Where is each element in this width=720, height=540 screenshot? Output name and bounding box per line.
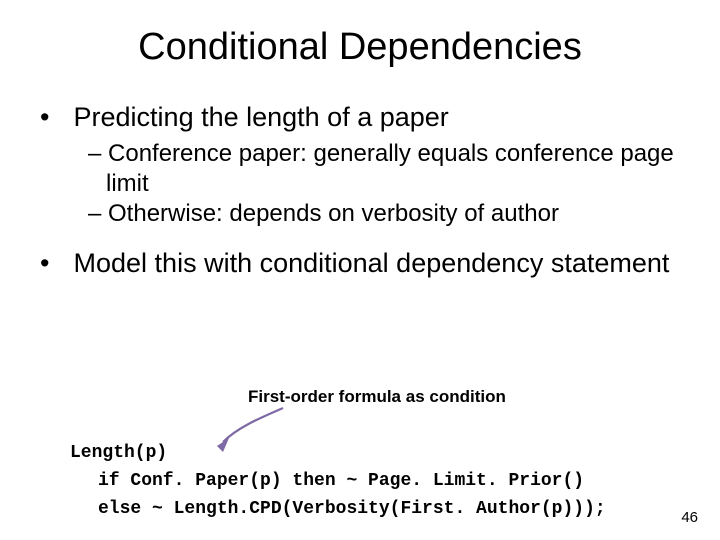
page-number: 46 — [681, 509, 698, 526]
slide: Conditional Dependencies Predicting the … — [0, 0, 720, 540]
bullet-2: Model this with conditional dependency s… — [40, 247, 680, 279]
bullet-1-sublist: Conference paper: generally equals confe… — [40, 139, 680, 229]
bullet-2-text: Model this with conditional dependency s… — [74, 248, 670, 278]
bullet-1-sub-1: Conference paper: generally equals confe… — [88, 139, 680, 199]
annotation-label-wrap: First-order formula as condition — [248, 387, 506, 407]
bullet-1-sub-2: Otherwise: depends on verbosity of autho… — [88, 199, 680, 229]
code-line-1: Length(p) — [70, 443, 167, 463]
bullet-1: Predicting the length of a paper Confere… — [40, 101, 680, 229]
code-line-3: else ~ Length.CPD(Verbosity(First. Autho… — [70, 499, 606, 519]
bullet-list: Predicting the length of a paper Confere… — [40, 101, 680, 280]
annotation-label: First-order formula as condition — [248, 387, 506, 406]
code-block: Length(p) if Conf. Paper(p) then ~ Page.… — [70, 412, 606, 524]
slide-title: Conditional Dependencies — [40, 26, 680, 69]
bullet-1-text: Predicting the length of a paper — [74, 102, 449, 132]
code-line-2: if Conf. Paper(p) then ~ Page. Limit. Pr… — [70, 471, 584, 491]
